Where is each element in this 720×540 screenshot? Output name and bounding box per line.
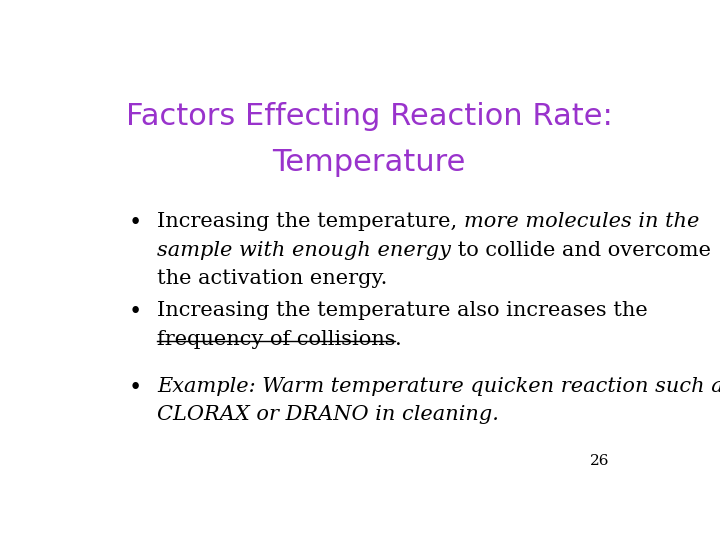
Text: more molecules in the: more molecules in the: [464, 212, 699, 232]
Text: Increasing the temperature also increases the: Increasing the temperature also increase…: [157, 301, 648, 320]
Text: .: .: [395, 329, 402, 349]
Text: Temperature: Temperature: [272, 148, 466, 177]
Text: Increasing the temperature,: Increasing the temperature,: [157, 212, 464, 232]
Text: 26: 26: [590, 454, 609, 468]
Text: CLORAX or DRANO in cleaning.: CLORAX or DRANO in cleaning.: [157, 405, 499, 424]
Text: Factors Effecting Reaction Rate:: Factors Effecting Reaction Rate:: [125, 102, 613, 131]
Text: •: •: [129, 301, 143, 323]
Text: •: •: [129, 377, 143, 399]
Text: to collide and overcome: to collide and overcome: [451, 241, 711, 260]
Text: frequency of collisions: frequency of collisions: [157, 329, 395, 349]
Text: sample with enough energy: sample with enough energy: [157, 241, 451, 260]
Text: the activation energy.: the activation energy.: [157, 269, 387, 288]
Text: •: •: [129, 212, 143, 234]
Text: Example: Warm temperature quicken reaction such as: Example: Warm temperature quicken reacti…: [157, 377, 720, 396]
